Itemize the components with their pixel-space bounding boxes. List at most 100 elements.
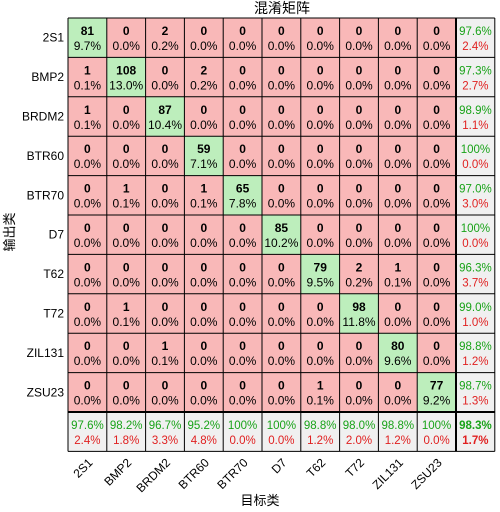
- incorrect-cell: [417, 333, 456, 373]
- incorrect-cell: [145, 372, 185, 412]
- cell-percent: 0.0%: [384, 78, 412, 92]
- correct-cell: [106, 57, 146, 97]
- y-tick-labels: 2S1 BMP2 BRDM2 BTR60 BTR70 D7 T62 T72 ZIL131 ZSU2…: [22, 31, 64, 400]
- cell-percent: 0.0%: [229, 39, 257, 53]
- x-tick-label: BTR70: [214, 455, 251, 492]
- incorrect-cell: [417, 57, 456, 97]
- cell-percent: 13.0%: [109, 78, 143, 92]
- cell-count: 2: [200, 63, 207, 77]
- cell-count: 0: [356, 339, 363, 353]
- cell-count: 0: [317, 300, 324, 314]
- cell-percent: 0.0%: [268, 354, 296, 368]
- cell-percent: 11.8%: [342, 315, 375, 329]
- cell-percent: 0.0%: [345, 39, 373, 53]
- cell-percent: 0.0%: [74, 354, 102, 368]
- incorrect-cell: [378, 57, 418, 97]
- chart-title: 混淆矩阵: [254, 1, 310, 17]
- cell-percent: 0.0%: [113, 39, 141, 53]
- cell-count: 0: [278, 142, 285, 156]
- cell-count: 0: [278, 63, 285, 77]
- cell-count: 0: [433, 142, 440, 156]
- cell-percent: 0.0%: [268, 394, 296, 408]
- incorrect-cell: [145, 333, 185, 373]
- cell-count: 0: [123, 260, 130, 274]
- row-summary-good: 98.9%: [459, 105, 492, 117]
- correct-cell: [223, 175, 262, 215]
- incorrect-cell: [68, 333, 107, 373]
- cell-percent: 0.0%: [229, 236, 257, 250]
- incorrect-cell: [68, 372, 107, 412]
- incorrect-cell: [184, 333, 224, 373]
- cell-percent: 0.1%: [384, 275, 412, 289]
- cell-count: 0: [239, 300, 246, 314]
- row-summary-bad: 2.7%: [462, 80, 488, 92]
- incorrect-cell: [223, 136, 262, 176]
- cell-count: 0: [123, 142, 130, 156]
- incorrect-cell: [339, 372, 379, 412]
- row-summary-bad: 3.0%: [462, 199, 488, 211]
- cell-count: 0: [162, 63, 169, 77]
- incorrect-cell: [223, 96, 262, 137]
- incorrect-cell: [68, 136, 107, 176]
- incorrect-cell: [339, 215, 379, 255]
- x-tick-label: D7: [269, 455, 290, 476]
- cell-count: 0: [433, 103, 440, 117]
- col-summary-good: 98.8%: [304, 420, 337, 432]
- incorrect-cell: [300, 293, 340, 334]
- col-summary-bad: 0.0%: [229, 435, 255, 447]
- cell-percent: 0.0%: [384, 394, 412, 408]
- cell-count: 0: [123, 339, 130, 353]
- incorrect-cell: [106, 136, 146, 176]
- cell-count: 0: [162, 142, 169, 156]
- cell-count: 0: [317, 24, 324, 38]
- col-summary-bad: 0.0%: [423, 435, 449, 447]
- cell-count: 0: [239, 260, 246, 274]
- incorrect-cell: [417, 18, 456, 58]
- cell-count: 0: [317, 103, 324, 117]
- incorrect-cell: [378, 254, 418, 294]
- cell-percent: 0.0%: [74, 236, 102, 250]
- y-tick-label: D7: [49, 228, 65, 242]
- incorrect-cell: [68, 293, 107, 334]
- cell-count: 77: [430, 379, 444, 393]
- row-summary-cell: [456, 293, 495, 334]
- col-summary-cell: [106, 412, 146, 452]
- cell-percent: 0.1%: [307, 394, 335, 408]
- cell-percent: 0.0%: [423, 236, 451, 250]
- cell-count: 2: [162, 24, 169, 38]
- cell-percent: 0.1%: [113, 315, 141, 329]
- col-summary-bad: 1.8%: [113, 435, 139, 447]
- cell-percent: 0.1%: [190, 197, 218, 211]
- row-summary-good: 99.0%: [459, 302, 492, 314]
- cell-percent: 0.0%: [229, 118, 257, 132]
- row-summary-bad: 1.0%: [462, 317, 488, 329]
- cell-percent: 0.0%: [307, 39, 335, 53]
- cell-count: 0: [317, 221, 324, 235]
- cell-count: 0: [239, 339, 246, 353]
- cell-count: 0: [162, 221, 169, 235]
- incorrect-cell: [184, 372, 224, 412]
- correct-cell: [145, 96, 185, 137]
- cell-percent: 0.2%: [345, 275, 373, 289]
- cell-count: 0: [356, 63, 363, 77]
- incorrect-cell: [145, 215, 185, 255]
- incorrect-cell: [339, 96, 379, 137]
- incorrect-cell: [339, 18, 379, 58]
- cell-percent: 0.0%: [113, 394, 141, 408]
- cell-percent: 0.0%: [229, 354, 257, 368]
- col-summary-good: 100%: [422, 420, 451, 432]
- y-tick-label: ZSU23: [27, 385, 65, 399]
- cell-count: 0: [394, 103, 401, 117]
- row-summary-cell: [456, 175, 495, 215]
- cell-percent: 0.0%: [151, 197, 179, 211]
- row-summary-cell: [456, 136, 495, 176]
- col-summary-cell: [417, 412, 456, 452]
- incorrect-cell: [378, 175, 418, 215]
- row-summary-cell: [456, 215, 495, 255]
- cell-count: 0: [394, 300, 401, 314]
- cell-count: 0: [356, 221, 363, 235]
- cell-percent: 0.0%: [345, 78, 373, 92]
- incorrect-cell: [184, 175, 224, 215]
- cell-count: 1: [84, 103, 91, 117]
- cell-percent: 0.0%: [151, 157, 179, 171]
